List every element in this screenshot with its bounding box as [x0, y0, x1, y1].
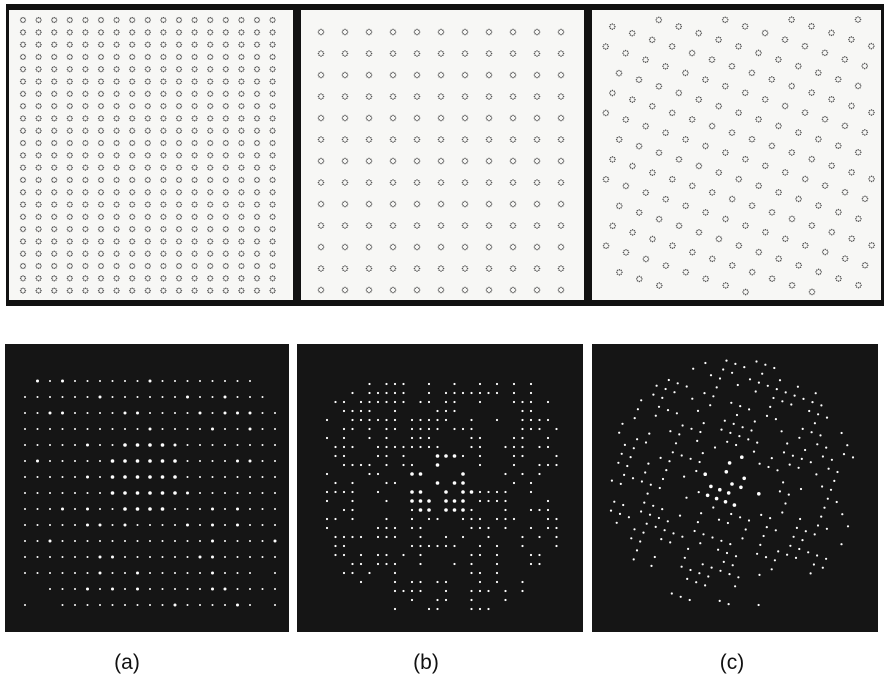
- diffraction-pattern-a: [5, 344, 289, 632]
- pattern-graphic: [602, 16, 876, 296]
- pattern-graphic: [19, 16, 276, 294]
- pattern-graphic: [317, 28, 565, 294]
- label-c: (c): [719, 651, 745, 674]
- pattern-graphic: [609, 359, 855, 607]
- mask-pattern-a: [9, 10, 293, 300]
- diffraction-pattern-c: [592, 344, 878, 632]
- mask-pattern-b: [301, 10, 584, 300]
- mask-pattern-c: [592, 10, 881, 300]
- label-b: (b): [413, 651, 439, 674]
- pattern-graphic: [325, 382, 558, 611]
- label-a: (a): [114, 651, 140, 674]
- diffraction-pattern-b: [297, 344, 583, 632]
- pattern-graphic: [24, 379, 277, 607]
- top-frame: [6, 4, 884, 306]
